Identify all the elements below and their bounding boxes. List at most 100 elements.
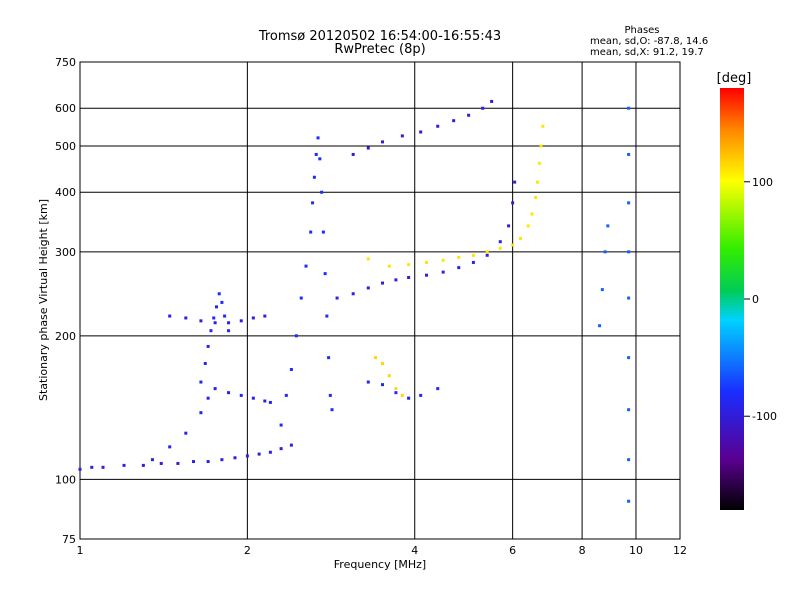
data-point	[351, 292, 355, 296]
data-point	[394, 391, 398, 395]
data-point	[526, 224, 530, 228]
data-point	[245, 454, 249, 458]
data-point	[335, 296, 339, 300]
x-axis-label: Frequency [MHz]	[334, 558, 426, 571]
data-point	[452, 119, 456, 123]
data-point	[328, 393, 332, 397]
data-point	[535, 180, 539, 184]
data-point	[436, 387, 440, 391]
x-tick-label: 12	[673, 544, 687, 557]
data-point	[209, 329, 213, 333]
data-point	[598, 324, 602, 328]
data-point	[330, 408, 334, 412]
y-tick-label: 300	[55, 246, 76, 259]
data-point	[299, 296, 303, 300]
data-point	[184, 431, 188, 435]
colorbar	[720, 88, 744, 510]
y-tick-label: 400	[55, 186, 76, 199]
data-point	[436, 124, 440, 128]
colorbar-tick-label: 0	[752, 293, 759, 306]
data-point	[239, 393, 243, 397]
data-point	[457, 266, 461, 270]
data-point	[490, 99, 494, 103]
data-point	[481, 106, 485, 110]
y-tick-label: 100	[55, 473, 76, 486]
data-point	[176, 461, 180, 465]
data-point	[263, 399, 267, 403]
data-point	[394, 278, 398, 282]
data-point	[627, 201, 631, 205]
data-point	[380, 281, 384, 285]
x-axis-ticks: 1 2 4 6 8 10 12	[77, 544, 688, 557]
data-point	[627, 296, 631, 300]
data-point	[498, 246, 502, 250]
y-tick-label: 750	[55, 56, 76, 69]
chart-subtitle: RwPretec (8p)	[334, 42, 425, 57]
data-point	[373, 356, 377, 360]
data-point	[387, 264, 391, 268]
data-point	[325, 314, 329, 318]
data-point	[251, 396, 255, 400]
data-point	[311, 201, 315, 205]
data-point	[627, 250, 631, 254]
data-point	[289, 443, 293, 447]
plot-grid	[80, 62, 680, 539]
data-point	[314, 152, 318, 156]
data-point	[498, 240, 502, 244]
data-point	[227, 321, 231, 325]
data-point	[471, 253, 475, 257]
data-point	[251, 316, 255, 320]
data-point	[309, 230, 313, 234]
data-point	[206, 344, 210, 348]
x-tick-label: 1	[77, 544, 84, 557]
data-point	[316, 136, 320, 140]
data-point	[227, 391, 231, 395]
data-point	[199, 380, 203, 384]
data-point	[485, 250, 489, 254]
data-point	[321, 230, 325, 234]
data-point	[78, 467, 82, 471]
data-point	[606, 224, 610, 228]
data-point	[327, 356, 331, 360]
data-point	[400, 393, 404, 397]
data-point	[627, 106, 631, 110]
data-point	[223, 314, 227, 318]
data-point	[279, 423, 283, 427]
data-point	[485, 253, 489, 257]
data-point	[627, 458, 631, 462]
data-point	[101, 465, 105, 469]
data-point	[203, 361, 207, 365]
data-point	[213, 321, 217, 325]
x-tick-label: 6	[509, 544, 516, 557]
plot-frame	[79, 61, 681, 540]
data-point	[471, 260, 475, 264]
data-point	[627, 499, 631, 503]
data-point	[387, 374, 391, 378]
x-tick-label: 2	[244, 544, 251, 557]
data-point	[318, 157, 322, 161]
data-point	[400, 134, 404, 138]
data-point	[380, 383, 384, 387]
data-point	[220, 300, 224, 304]
data-point	[425, 273, 429, 277]
y-tick-label: 75	[62, 533, 76, 546]
chart-title: Tromsø 20120502 16:54:00-16:55:43	[258, 29, 501, 44]
data-point	[294, 334, 298, 338]
data-point	[199, 319, 203, 323]
data-point	[600, 288, 604, 292]
data-point	[312, 175, 316, 179]
data-point	[213, 387, 217, 391]
data-point	[627, 408, 631, 412]
data-point	[168, 314, 172, 318]
data-point	[191, 460, 195, 464]
data-point	[206, 396, 210, 400]
data-point	[425, 260, 429, 264]
data-point	[537, 161, 541, 165]
data-point	[227, 329, 231, 333]
data-point	[511, 243, 515, 247]
data-point	[511, 201, 515, 205]
data-point	[239, 319, 243, 323]
data-point	[279, 447, 283, 451]
colorbar-tick-label: 100	[752, 176, 773, 189]
